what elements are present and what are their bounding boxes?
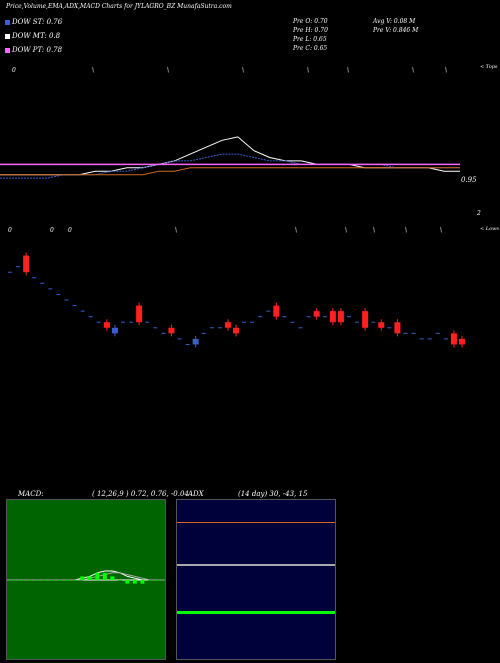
legend-label: DOW ST: 0.76 [12,18,63,26]
legend-swatch-st [5,19,10,25]
candle [136,305,143,323]
top-tick: \ [92,67,94,74]
adx-panel [176,499,336,660]
macd-histogram-bar [5,580,9,581]
candle [362,311,369,328]
low-tick: \ [175,227,177,234]
ema-line [0,167,460,176]
macd-histogram-bar [27,580,32,581]
top-tick: 0 [12,67,16,74]
adx-values: (14 day) 30, -43, 15 [238,490,308,498]
macd-histogram-bar [147,580,152,581]
legend-dow-mt: DOW MT: 0.8 [5,32,60,40]
top-tick: \ [347,67,349,74]
adx-line [177,563,335,566]
price-axis-label-2: 2 [476,210,481,217]
macd-histogram-bar [155,580,160,581]
candle [450,333,457,345]
macd-histogram-bar [110,576,115,580]
adx-label: ADX [188,490,204,498]
macd-histogram-bar [50,580,55,581]
chart-title: Price,Volume,EMA,ADX,MACD Charts for JYL… [6,3,232,10]
candle [273,305,280,317]
legend-swatch-mt [5,33,10,39]
macd-histogram-bar [117,580,122,581]
ema-line [0,136,460,176]
top-tick: \ [167,67,169,74]
top-tick: \ [445,67,447,74]
macd-histogram-bar [12,580,17,581]
macd-histogram-bar [102,572,107,580]
top-tick: \ [412,67,414,74]
stat-prev-high: Pre H: 0.70 [293,27,328,34]
macd-histogram-bar [57,580,62,581]
candle [394,322,401,334]
candle [233,327,239,334]
macd-line [7,572,165,581]
macd-histogram-bar [95,572,100,580]
macd-label: MACD: [18,490,44,498]
macd-panel [5,499,167,660]
low-tick: 0 [50,227,54,234]
low-tick: \ [345,227,347,234]
low-tick: 0 [68,227,72,234]
adx-line [177,611,335,615]
stat-prev-volume: Pre V: 0.846 M [373,27,419,34]
top-tick: \ [307,67,309,74]
stat-prev-low: Pre L: 0.65 [293,36,327,43]
candle [313,311,320,317]
top-tick: \ [242,67,244,74]
candle [378,322,385,328]
candle [103,322,110,328]
macd-histogram-bar [72,580,77,581]
macd-histogram-bar [140,580,145,584]
macd-histogram-bar [35,580,40,581]
macd-histogram-bar [42,580,47,581]
candle [168,327,175,334]
macd-chart [5,570,167,584]
macd-histogram-bar [125,580,130,584]
legend-label: DOW PT: 0.78 [12,46,63,54]
macd-histogram-bar [163,580,167,581]
candle [224,322,231,328]
legend-dow-st: DOW ST: 0.76 [5,18,62,26]
macd-histogram-bar [132,580,137,584]
candle [192,338,199,345]
low-tick: 0 [8,227,12,234]
candle [23,255,30,273]
macd-histogram-bar [87,576,92,580]
candle [459,338,465,345]
candle [111,327,118,334]
legend-dow-pt: DOW PT: 0.78 [5,46,62,54]
adx-line [177,522,335,524]
legend-label: DOW MT: 0.8 [12,32,61,40]
macd-histogram-bar [20,580,25,581]
stat-prev-close: Pre C: 0.65 [293,45,328,52]
price-axis-label: 0.95 [461,176,477,184]
low-tick: \ [405,227,407,234]
stat-prev-open: Pre O: 0.70 [293,18,328,25]
macd-values: ( 12,26,9 ) 0.72, 0.76, -0.04 [92,490,189,498]
low-tick: \ [373,227,375,234]
macd-histogram-bar [80,576,85,580]
tops-tag: < Tops [480,64,498,70]
candle [337,311,344,323]
price-chart: < Tops 0.95 2 < Lows 0 \ \ \ \ \ \ \ 0 0 0 \ \ \ \ \ \ [0,64,499,348]
lows-tag: < Lows [480,226,499,232]
legend-swatch-pt [5,47,10,53]
low-tick: \ [295,227,297,234]
candle [329,311,336,323]
low-tick: \ [440,227,442,234]
macd-histogram-bar [65,580,70,581]
stat-avg-volume: Avg V: 0.08 M [373,18,416,25]
